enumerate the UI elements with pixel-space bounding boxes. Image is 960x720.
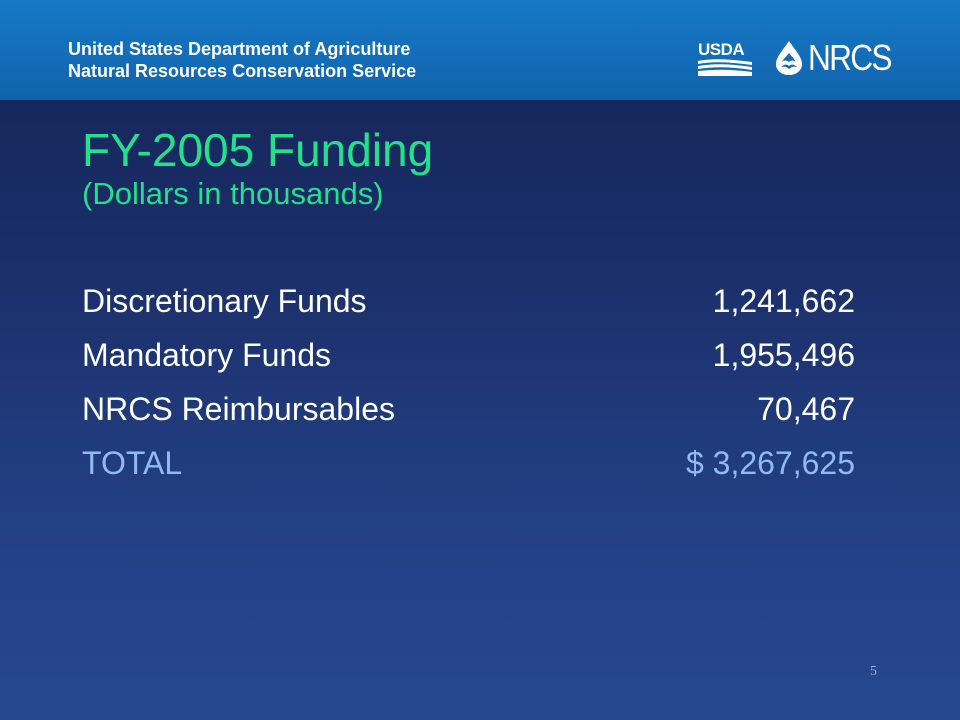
usda-logo-icon [698,59,752,76]
funding-row-mandatory: Mandatory Funds 1,955,496 [82,330,855,384]
funding-row-total: TOTAL $ 3,267,625 [82,438,855,492]
funding-value: 1,955,496 [712,337,855,373]
water-drop-icon [776,41,802,75]
total-value: $ 3,267,625 [685,445,855,481]
funding-value: 1,241,662 [712,283,855,319]
usda-logo-text: USDA [698,40,745,59]
page-number: 5 [870,664,877,679]
funding-row-reimbursables: NRCS Reimbursables 70,467 [82,384,855,438]
usda-logo: USDA [698,40,754,78]
slide-subtitle: (Dollars in thousands) [82,176,384,211]
funding-label: NRCS Reimbursables [82,391,395,427]
agency-line-1: United States Department of Agriculture [68,39,411,59]
funding-value: 70,467 [757,391,855,427]
funding-label: Discretionary Funds [82,283,367,319]
agency-name: United States Department of Agriculture … [68,38,416,82]
slide-title: FY-2005 Funding [82,124,434,176]
total-label: TOTAL [82,445,183,481]
funding-table: Discretionary Funds 1,241,662 Mandatory … [82,276,855,492]
funding-row-discretionary: Discretionary Funds 1,241,662 [82,276,855,330]
header-bar: United States Department of Agriculture … [0,0,960,100]
nrcs-logo: NRCS [772,38,902,78]
funding-label: Mandatory Funds [82,337,332,373]
agency-line-2: Natural Resources Conservation Service [68,61,417,81]
nrcs-logo-text: NRCS [808,37,892,78]
